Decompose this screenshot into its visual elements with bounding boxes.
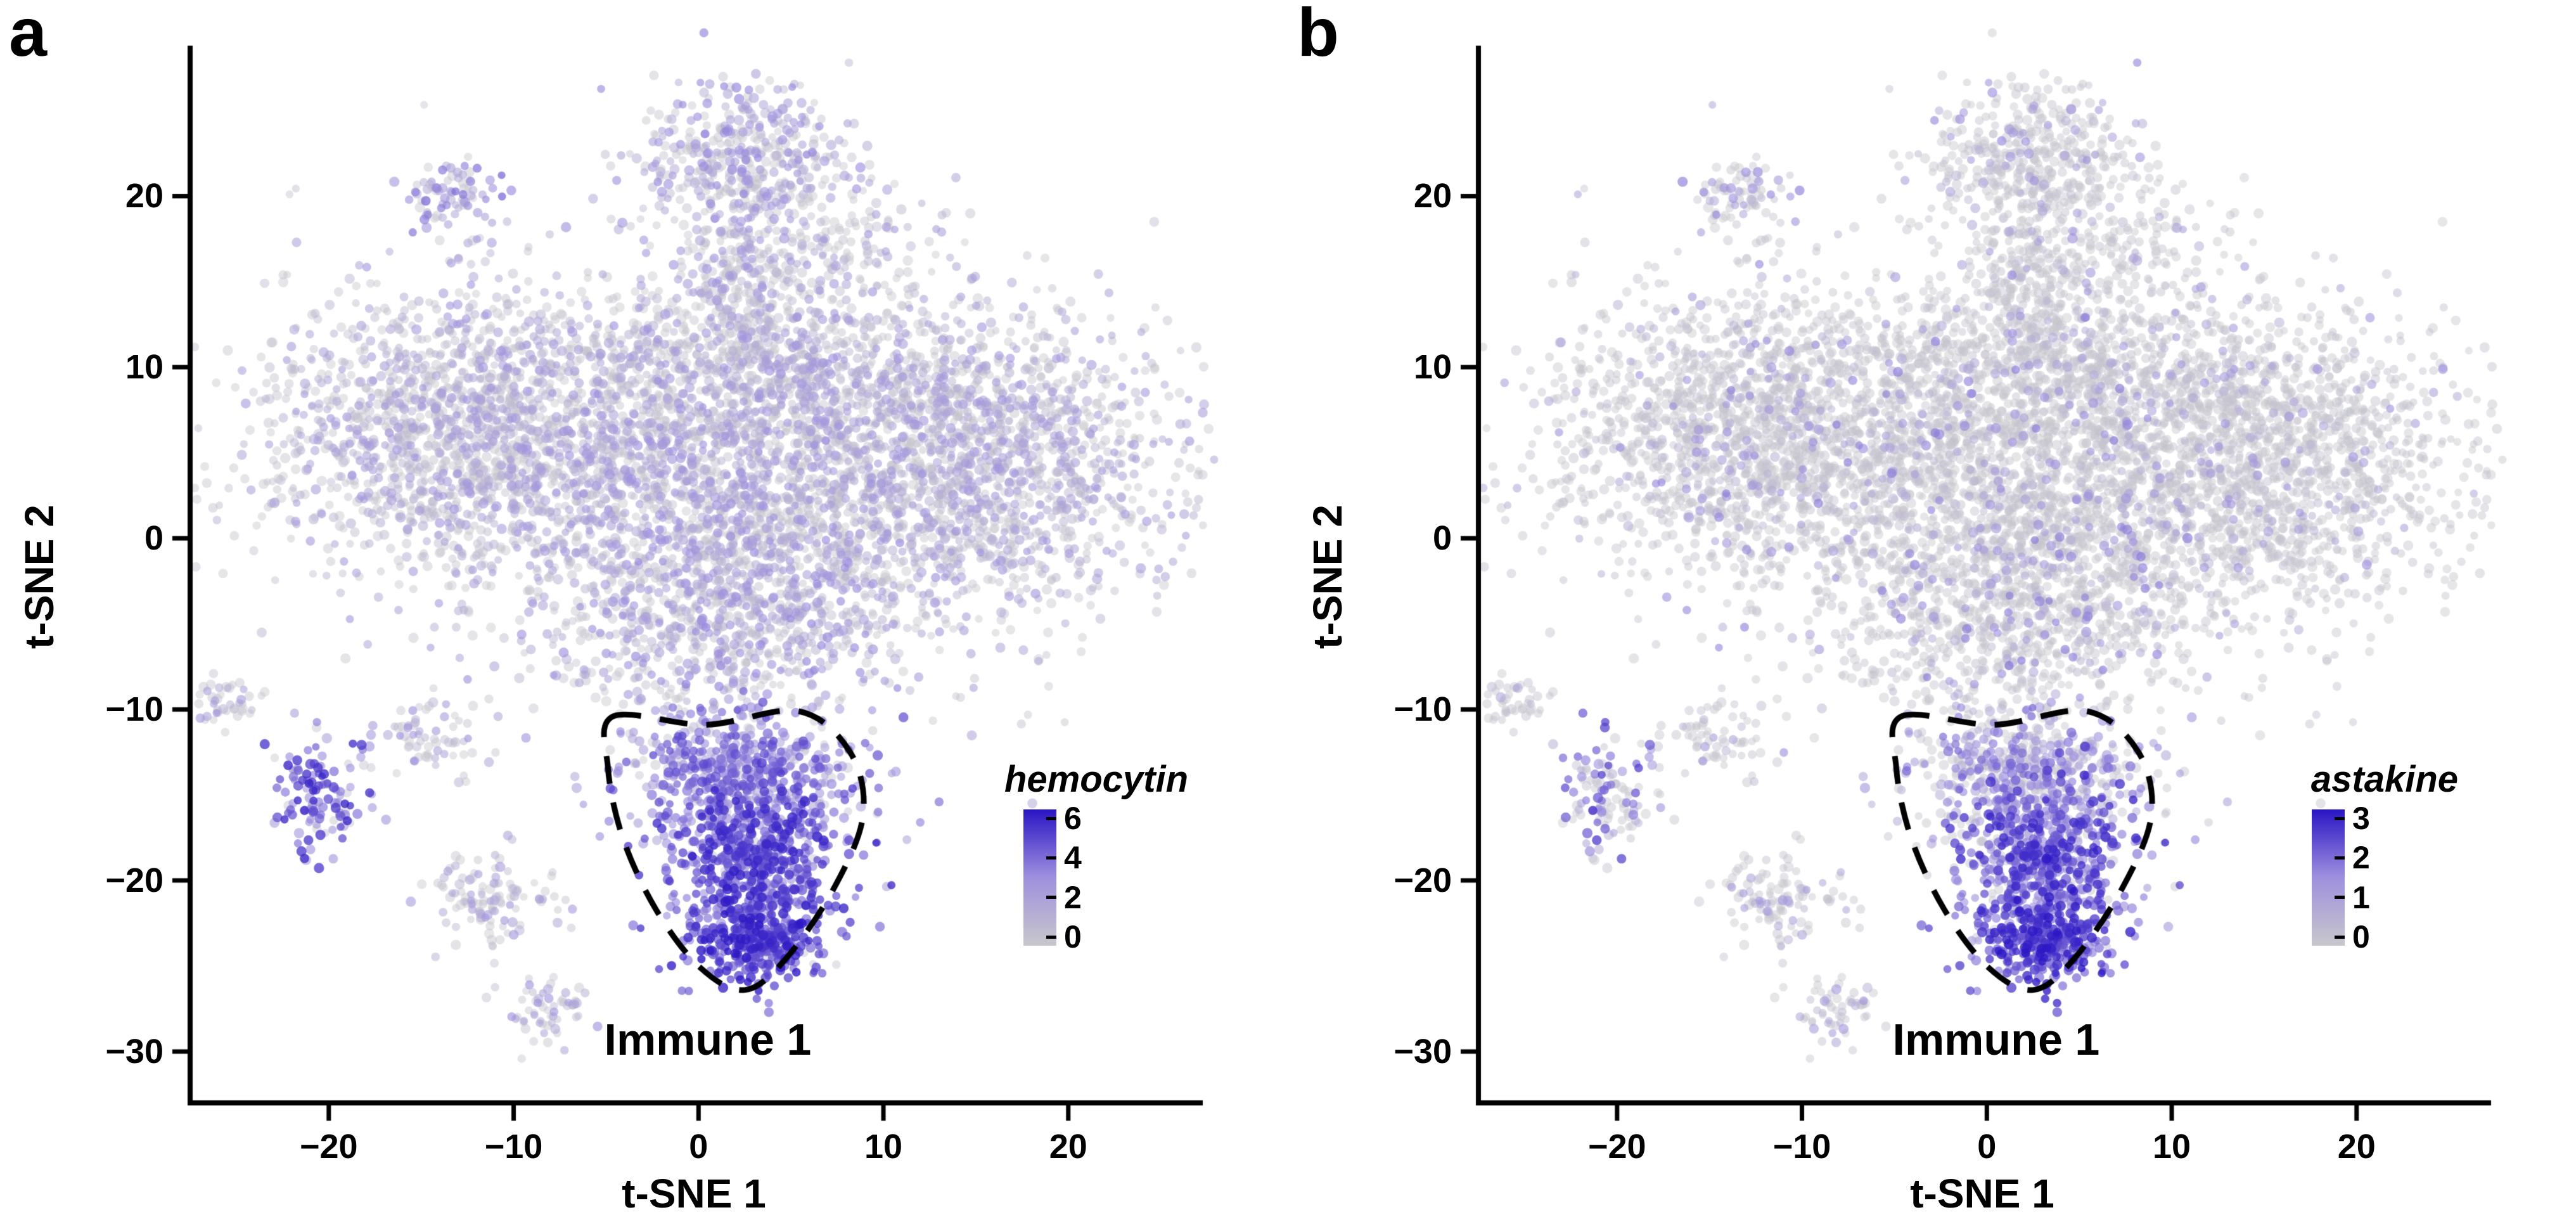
x-tick-label: 20	[2337, 1128, 2376, 1166]
cluster-annotation: Immune 1	[604, 1015, 812, 1065]
x-tick-label: 20	[1049, 1128, 1087, 1166]
x-tick-label: 10	[2152, 1128, 2191, 1166]
legend-colorbar-tick	[1046, 896, 1056, 899]
panel-label-b: b	[1297, 0, 1339, 70]
legend-gene-title: hemocytin	[1004, 759, 1189, 800]
y-tick-label: −10	[105, 690, 163, 729]
y-tick-label: −20	[1394, 861, 1452, 900]
legend-colorbar-tick	[2335, 935, 2345, 939]
legend-colorbar-tick	[2335, 856, 2345, 860]
y-tick-label: 10	[125, 348, 163, 387]
x-tick-label: 0	[1977, 1128, 1997, 1166]
x-tick-label: −10	[484, 1128, 543, 1166]
legend-colorbar-tick	[1046, 935, 1056, 939]
legend-colorbar	[1023, 809, 1056, 946]
legend-tick-label: 0	[1064, 919, 1082, 955]
y-tick-label: −30	[105, 1033, 163, 1071]
cluster-annotation: Immune 1	[1892, 1015, 2100, 1065]
legend-gene-title: astakine	[2310, 759, 2459, 800]
legend-tick-label: 6	[1064, 801, 1082, 836]
legend-tick-label: 4	[1064, 840, 1082, 876]
legend-colorbar-tick	[2335, 896, 2345, 899]
y-axis-title: t-SNE 2	[1305, 505, 1350, 649]
y-tick-label: −10	[1394, 690, 1452, 729]
y-tick-label: −30	[1394, 1033, 1452, 1071]
legend-tick-label: 3	[2352, 801, 2370, 836]
y-tick-label: 10	[1413, 348, 1452, 387]
legend-tick-label: 1	[2352, 879, 2370, 915]
x-tick-label: −20	[299, 1128, 358, 1166]
x-tick-label: −20	[1587, 1128, 1646, 1166]
panel-b: −20 −10 0 10 20 −30 −20 −10 0 10 20 b t-SNE 2 t-SN…	[1288, 0, 2576, 1216]
y-tick-label: 20	[125, 177, 163, 216]
y-tick-label: 20	[1413, 177, 1452, 216]
y-tick-label: 0	[144, 519, 163, 558]
legend-tick-label: 2	[2352, 840, 2370, 876]
legend-colorbar-tick	[2335, 816, 2345, 820]
legend-colorbar	[2312, 809, 2345, 946]
x-tick-label: 0	[689, 1128, 708, 1166]
tsne-scatter-canvas-a	[0, 0, 1288, 1211]
y-axis-title: t-SNE 2	[16, 505, 62, 649]
tsne-scatter-canvas-b	[1288, 0, 2576, 1211]
legend-colorbar-tick	[1046, 856, 1056, 860]
panel-a: −20 −10 0 10 20 −30 −20 −10 0 10 20 a t-SNE 2 t-SN…	[0, 0, 1288, 1216]
x-axis-title: t-SNE 1	[1910, 1171, 2054, 1216]
x-tick-label: −10	[1772, 1128, 1831, 1166]
panel-label-a: a	[9, 0, 48, 70]
y-tick-label: −20	[105, 861, 163, 900]
legend-tick-label: 2	[1064, 879, 1082, 915]
y-tick-label: 0	[1432, 519, 1452, 558]
x-axis-title: t-SNE 1	[622, 1171, 766, 1216]
legend-tick-label: 0	[2352, 919, 2370, 955]
x-tick-label: 10	[864, 1128, 903, 1166]
legend-colorbar-tick	[1046, 816, 1056, 820]
